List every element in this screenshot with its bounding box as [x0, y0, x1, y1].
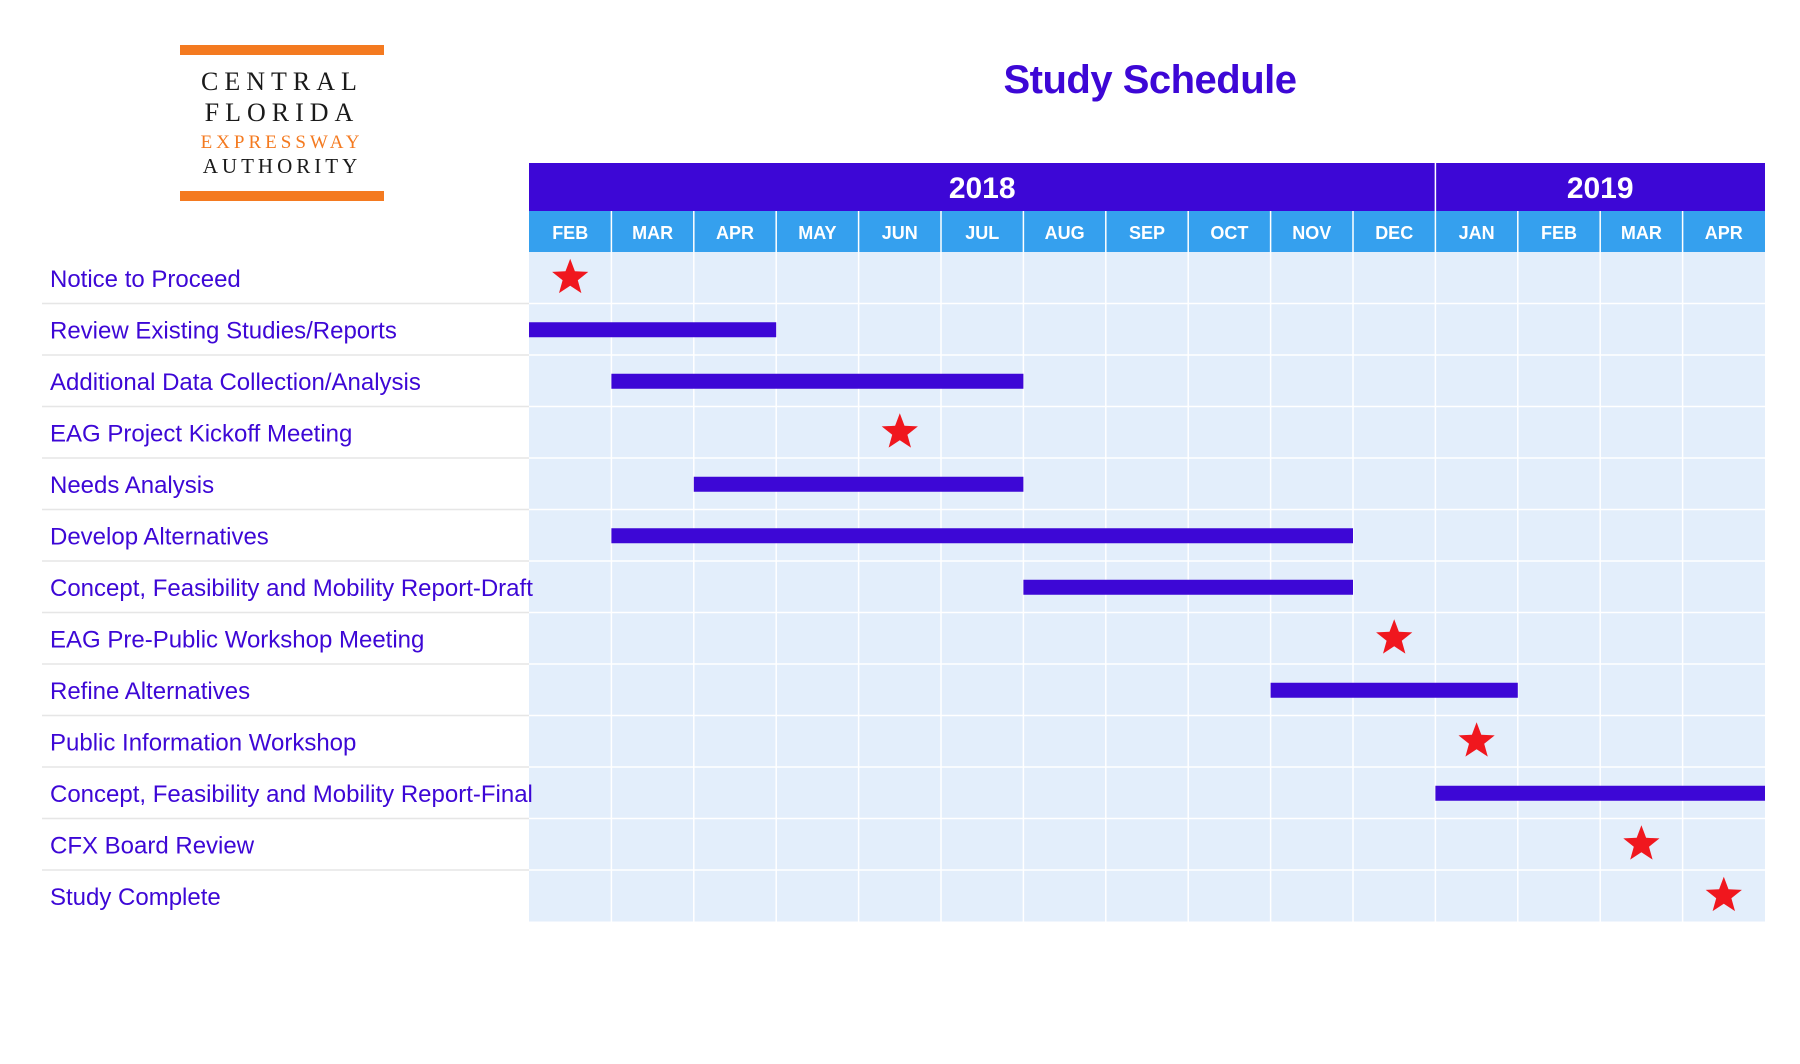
task-label: Refine Alternatives — [50, 678, 250, 705]
task-bar — [1023, 579, 1353, 595]
task-label: Notice to Proceed — [50, 266, 241, 293]
month-label: MAY — [798, 223, 836, 243]
task-bar — [1270, 682, 1518, 698]
task-label: EAG Project Kickoff Meeting — [50, 420, 352, 447]
task-bar — [611, 528, 1353, 544]
logo-top-bar — [180, 45, 384, 55]
year-header-2018 — [529, 163, 1436, 211]
logo-bottom-bar — [180, 191, 384, 201]
month-label: APR — [716, 223, 754, 243]
milestone-star-icon — [1705, 876, 1742, 912]
cfx-logo: CENTRAL FLORIDA EXPRESSWAY AUTHORITY — [180, 45, 384, 201]
logo-line-authority: AUTHORITY — [202, 154, 362, 178]
month-label: AUG — [1045, 223, 1085, 243]
task-label: Additional Data Collection/Analysis — [50, 369, 421, 396]
logo-line-florida: FLORIDA — [204, 98, 360, 127]
year-header-2019 — [1435, 163, 1765, 211]
year-label: 2019 — [1567, 172, 1634, 205]
task-bar — [1435, 785, 1765, 801]
task-bar — [693, 476, 1024, 492]
logo-line-central: CENTRAL — [201, 67, 363, 96]
task-label: CFX Board Review — [50, 832, 255, 859]
task-label: Concept, Feasibility and Mobility Report… — [50, 575, 533, 602]
task-bar — [611, 373, 1024, 389]
task-label: Needs Analysis — [50, 472, 214, 499]
task-label: Review Existing Studies/Reports — [50, 317, 397, 344]
month-label: APR — [1705, 223, 1743, 243]
task-label: Public Information Workshop — [50, 729, 356, 756]
month-label: JAN — [1459, 223, 1495, 243]
month-label: OCT — [1210, 223, 1248, 243]
month-label: NOV — [1292, 223, 1331, 243]
task-bar — [529, 322, 777, 338]
page-title: Study Schedule — [1003, 58, 1297, 102]
month-label: JUL — [965, 223, 999, 243]
task-label: Study Complete — [50, 884, 221, 911]
month-label: JUN — [882, 223, 918, 243]
task-label: EAG Pre-Public Workshop Meeting — [50, 626, 424, 653]
month-label: MAR — [1621, 223, 1662, 243]
month-label: SEP — [1129, 223, 1165, 243]
year-label: 2018 — [949, 172, 1016, 205]
task-label: Concept, Feasibility and Mobility Report… — [50, 781, 533, 808]
month-label: FEB — [552, 223, 588, 243]
task-label: Develop Alternatives — [50, 523, 269, 550]
milestone-star-icon — [881, 413, 918, 448]
month-header-band — [529, 211, 1765, 252]
logo-line-expressway: EXPRESSWAY — [200, 132, 364, 153]
milestone-star-icon — [1376, 619, 1413, 654]
milestone-star-icon — [552, 258, 589, 294]
month-label: DEC — [1375, 223, 1413, 243]
milestone-star-icon — [1458, 722, 1495, 757]
milestone-star-icon — [1623, 825, 1660, 860]
month-label: FEB — [1541, 223, 1577, 243]
month-label: MAR — [632, 223, 673, 243]
